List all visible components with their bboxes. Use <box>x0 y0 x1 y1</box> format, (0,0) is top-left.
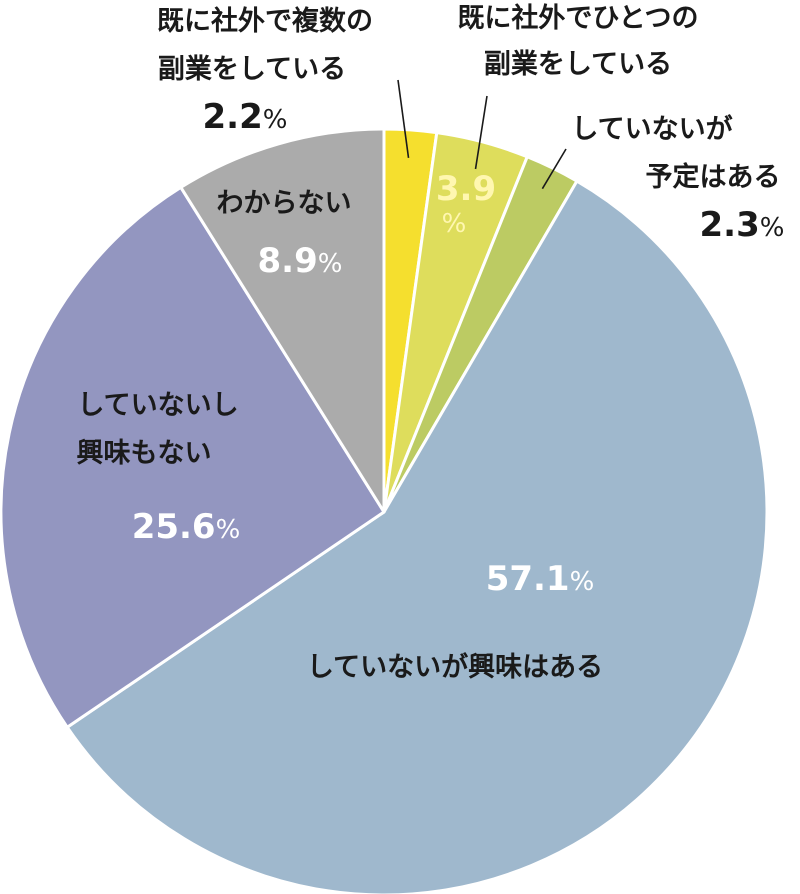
slice-value-not-interested: 25.6% <box>132 507 241 547</box>
label-interested: 57.1% していないが興味はある <box>307 559 603 683</box>
slice-label-planned-line2: 予定はある <box>646 161 781 193</box>
slice-label-single-side-job-line1: 既に社外でひとつの <box>457 2 698 34</box>
slice-value-planned-unit: % <box>760 213 785 243</box>
slice-value-unknown: 8.9% <box>258 241 343 281</box>
pie-slices <box>0 127 769 894</box>
label-planned: していないが 予定はある 2.3% <box>571 113 784 245</box>
label-multi-side-job: 既に社外で複数の 副業をしている 2.2% <box>157 5 373 137</box>
slice-value-multi-side-job-number: 2.2 <box>203 97 263 137</box>
leader-line-multi-side-job <box>397 79 410 158</box>
slice-label-not-interested-line1: していないし <box>77 390 238 421</box>
slice-label-single-side-job-line2: 副業をしている <box>484 49 672 80</box>
label-not-interested: していないし 興味もない 25.6% <box>77 390 241 547</box>
slice-value-single-side-job-number: 3.9 <box>436 169 496 209</box>
slice-value-unknown-unit: % <box>318 249 343 279</box>
pie-slice-not-interested <box>0 185 386 729</box>
leader-lines <box>397 79 567 190</box>
slice-value-interested-number: 57.1 <box>486 559 570 599</box>
slice-label-unknown: わからない <box>217 188 352 219</box>
slice-label-planned-line1: していないが <box>571 113 732 145</box>
label-unknown: わからない 8.9% <box>217 188 352 281</box>
leader-line-single-side-job <box>474 95 488 170</box>
pie-slice-interested <box>65 179 769 894</box>
slice-label-interested: していないが興味はある <box>307 651 603 683</box>
slice-value-multi-side-job-unit: % <box>263 105 288 135</box>
slice-label-multi-side-job-line1: 既に社外で複数の <box>157 5 373 37</box>
slice-value-interested-unit: % <box>570 567 595 597</box>
slice-value-interested: 57.1% <box>486 559 595 599</box>
pie-slice-unknown <box>179 127 386 514</box>
slice-label-not-interested-line2: 興味もない <box>77 438 212 469</box>
slice-value-unknown-number: 8.9 <box>258 241 318 281</box>
slice-label-multi-side-job-line2: 副業をしている <box>158 54 346 85</box>
slice-value-multi-side-job: 2.2% <box>203 97 288 137</box>
slice-value-planned: 2.3% <box>700 205 785 245</box>
slice-value-planned-number: 2.3 <box>700 205 760 245</box>
slice-value-single-side-job-unit: % <box>442 209 467 239</box>
slice-value-not-interested-unit: % <box>216 515 241 545</box>
label-single-side-job: 既に社外でひとつの 副業をしている 3.9 % <box>436 2 699 239</box>
leader-line-planned <box>541 148 567 190</box>
slice-value-not-interested-number: 25.6 <box>132 507 216 547</box>
